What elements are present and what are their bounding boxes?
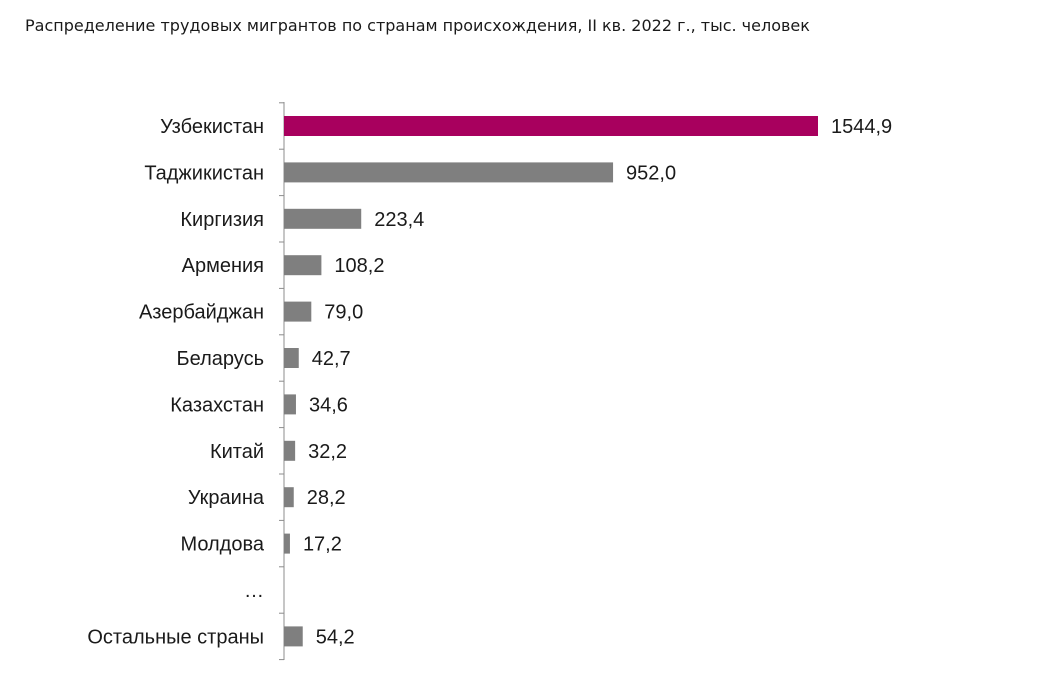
chart-title: Распределение трудовых мигрантов по стра… — [25, 16, 810, 35]
data-label: 79,0 — [324, 302, 363, 324]
bar — [284, 162, 614, 183]
data-label: 1544,9 — [831, 116, 892, 138]
data-label: 952,0 — [626, 162, 676, 184]
bar — [284, 116, 818, 136]
category-label: Китай — [210, 441, 264, 463]
category-label: Узбекистан — [160, 116, 264, 138]
data-label: 223,4 — [374, 209, 424, 231]
bar — [284, 255, 322, 276]
bar — [284, 626, 303, 647]
data-label: 34,6 — [309, 394, 348, 416]
data-label: 54,2 — [316, 626, 355, 648]
bar — [284, 487, 294, 508]
category-label: Украина — [188, 487, 265, 509]
category-label: … — [244, 580, 264, 602]
category-label: Киргизия — [180, 209, 264, 231]
data-label: 32,2 — [308, 441, 347, 463]
data-label: 108,2 — [334, 255, 384, 277]
bar — [284, 301, 312, 322]
category-label: Азербайджан — [139, 302, 264, 324]
category-label: Остальные страны — [87, 626, 264, 648]
data-label: 42,7 — [312, 348, 351, 370]
category-label: Молдова — [180, 534, 264, 556]
bar — [284, 533, 290, 554]
category-label: Армения — [182, 255, 264, 277]
bar — [284, 348, 299, 368]
data-label: 28,2 — [307, 487, 346, 509]
category-label: Таджикистан — [144, 162, 264, 184]
data-label: 17,2 — [303, 534, 342, 556]
bar — [284, 440, 296, 461]
bar — [284, 394, 296, 415]
bar — [284, 208, 362, 229]
category-label: Казахстан — [170, 394, 264, 416]
category-label: Беларусь — [177, 348, 264, 370]
